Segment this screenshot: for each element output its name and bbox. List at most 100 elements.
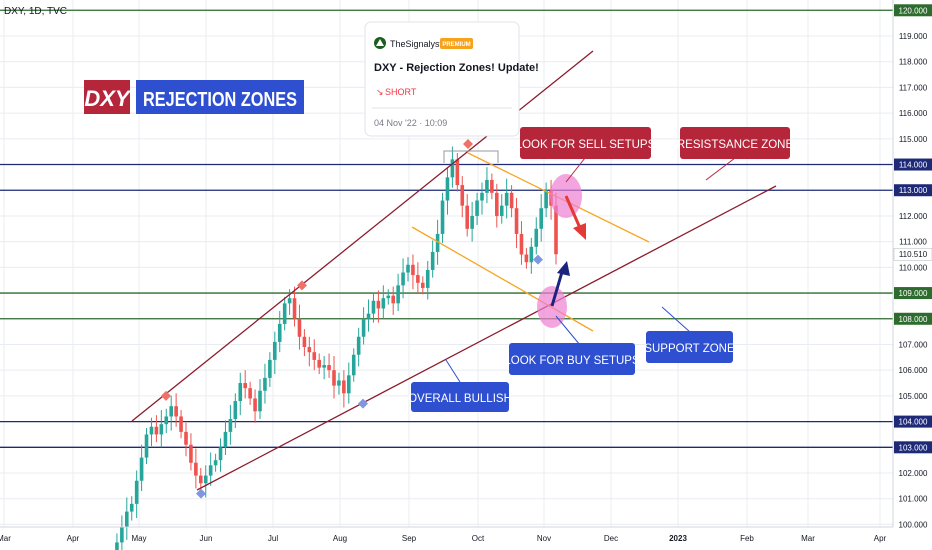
candle-body: [347, 375, 351, 394]
swing-high-marker: [297, 280, 307, 291]
candle-body: [416, 275, 420, 283]
candle-body: [381, 298, 386, 309]
candle-body: [460, 185, 465, 206]
support-callout: SUPPORT ZONE: [644, 306, 735, 363]
y-tick-label: 116.000: [899, 109, 928, 118]
idea-author[interactable]: TheSignalyst: [390, 39, 443, 49]
candle-body: [544, 190, 548, 209]
buy-zone-highlight: [537, 286, 567, 328]
y-axis-panel: [893, 0, 932, 550]
candle-body: [401, 272, 405, 286]
candle-body: [317, 359, 321, 368]
candle-body: [430, 251, 435, 270]
candle-body: [154, 426, 159, 435]
candle-body: [475, 200, 479, 216]
idea-card[interactable]: TheSignalyst PREMIUM DXY - Rejection Zon…: [364, 21, 539, 137]
candle-body: [164, 416, 169, 425]
candle-body: [223, 431, 228, 448]
candle-body: [258, 390, 262, 412]
x-tick-label: 2023: [669, 534, 687, 543]
candle-body: [218, 447, 223, 461]
y-tick-label: 119.000: [899, 32, 928, 41]
channel-lower-trendline: [196, 185, 777, 491]
candle-body: [253, 398, 257, 412]
candle-body: [455, 159, 460, 186]
support-callout-label: SUPPORT ZONE: [644, 343, 735, 355]
y-tick-label: 105.000: [899, 392, 928, 401]
candle-body: [213, 460, 218, 466]
x-axis: Mar Apr May Jun Jul Aug Sep Oct Nov Dec 2023 Feb Mar…: [0, 534, 887, 543]
y-tick-label: 102.000: [899, 469, 928, 478]
symbol-header[interactable]: DXY, 1D, TVC: [4, 6, 67, 17]
last-price-bg: [893, 247, 932, 261]
candle-body: [499, 205, 504, 216]
y-tick-label: 117.000: [899, 83, 928, 92]
buy-arrow: [550, 261, 570, 307]
candle-body: [184, 431, 188, 445]
y-tick-highlight-bg: [894, 312, 932, 325]
y-tick-highlight-bg: [894, 287, 932, 300]
candle-body: [174, 406, 178, 417]
candle-body: [366, 313, 371, 319]
candle-body: [495, 192, 499, 216]
candle-body: [139, 457, 144, 481]
candle-body: [470, 215, 474, 229]
candle-body: [376, 300, 381, 309]
candle-body: [194, 462, 198, 476]
resistance-callout-label: RESISTSANCE ZONE: [677, 139, 794, 151]
candle-body: [287, 298, 292, 304]
resistance-callout: RESISTSANCE ZONE: [677, 127, 794, 181]
title-badge-left-bg: [84, 80, 130, 114]
swing-markers: [161, 138, 543, 499]
y-tick-label: 103.000: [899, 443, 928, 452]
title-badge-right-bg: [136, 80, 304, 114]
candle-body: [421, 282, 425, 288]
candle-body: [144, 434, 149, 458]
candle-body: [307, 347, 312, 353]
candle-body: [273, 341, 277, 360]
candle-body: [268, 359, 272, 378]
candle-body: [120, 527, 124, 543]
last-price-label: 110.510: [899, 250, 928, 259]
candle-body: [554, 205, 558, 255]
candle-body: [228, 419, 233, 432]
x-tick-label: Oct: [472, 534, 485, 543]
x-tick-label: Sep: [402, 534, 417, 543]
x-tick-label: May: [131, 534, 146, 543]
candle-body: [514, 208, 519, 234]
candle-body: [159, 424, 164, 435]
candle-body: [391, 295, 395, 304]
idea-direction: SHORT: [385, 87, 417, 97]
y-tick-label: 120.000: [899, 6, 928, 15]
y-tick-label: 107.000: [899, 340, 928, 349]
y-tick-label: 109.000: [899, 289, 928, 298]
bullish-callout: OVERALL BULLISH: [408, 359, 512, 412]
candle-body: [277, 323, 282, 342]
y-tick-label: 110.000: [899, 263, 928, 272]
candle-body: [509, 192, 514, 209]
candle-body: [134, 480, 139, 504]
y-tick-label: 101.000: [899, 495, 928, 504]
y-tick-label: 112.000: [899, 212, 928, 221]
candle-body: [534, 228, 539, 247]
candle-body: [435, 233, 440, 252]
horizontal-levels: [0, 9, 893, 448]
candle-body: [199, 475, 203, 484]
buy-callout: LOOK FOR BUY SETUPS: [504, 315, 640, 375]
candle-body: [327, 365, 331, 371]
candlesticks: [115, 146, 558, 550]
candle-body: [519, 233, 524, 255]
y-tick-highlight-bg: [894, 441, 932, 454]
candle-body: [337, 380, 341, 386]
bullish-callout-label: OVERALL BULLISH: [408, 393, 512, 405]
y-tick-label: 114.000: [899, 161, 928, 170]
candle-body: [149, 426, 154, 435]
y-tick-highlight-bg: [894, 4, 932, 17]
y-tick-label: 111.000: [899, 238, 927, 247]
sell-callout-label: LOOK FOR SELL SETUPS: [516, 139, 656, 151]
candle-body: [115, 542, 119, 550]
idea-title[interactable]: DXY - Rejection Zones! Update!: [374, 62, 539, 74]
premium-badge: PREMIUM: [442, 42, 470, 48]
y-tick-highlight-bg: [894, 158, 932, 171]
